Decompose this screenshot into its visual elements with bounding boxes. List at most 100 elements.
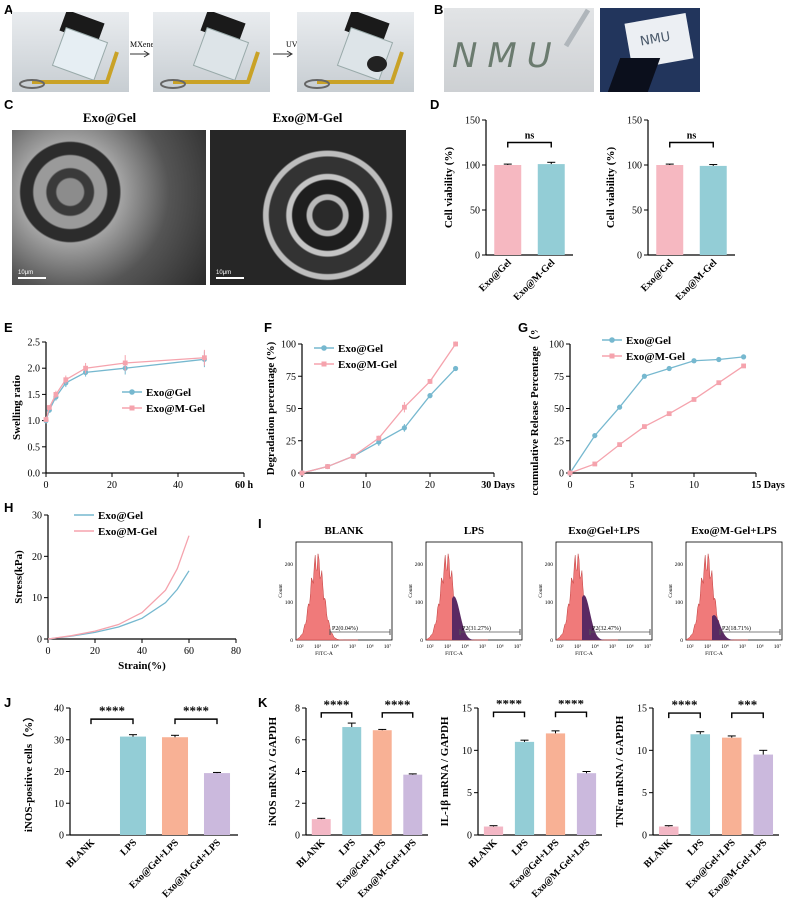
x-tick-label: 0 bbox=[46, 646, 51, 657]
bar-3 bbox=[576, 773, 597, 835]
y-tick-label: 0.0 bbox=[28, 469, 41, 480]
x-tick-label: 0 bbox=[568, 480, 573, 491]
x-tick-label: 20 bbox=[425, 480, 435, 490]
panel-label-j: J bbox=[4, 695, 12, 710]
vial-illustration bbox=[19, 12, 119, 89]
x-tick-label: 10⁶ bbox=[626, 644, 634, 650]
data-point bbox=[325, 464, 330, 469]
vial-photo-initial bbox=[12, 12, 129, 92]
sig-label: ns bbox=[525, 131, 535, 142]
y-tick-label: 0 bbox=[59, 831, 64, 842]
panel-label-k: K bbox=[258, 695, 268, 710]
y-tick-label: 0 bbox=[467, 831, 472, 842]
x-tick-label: LPS bbox=[510, 837, 531, 858]
x-tick-label: 10³ bbox=[444, 644, 452, 650]
chart-stress-strain: 0 10 20 30 0 20 40 60 80 Strain(%) Stress(kPa) Exo@… bbox=[13, 510, 241, 672]
y-tick-label: 15 bbox=[462, 704, 472, 715]
x-axis-label: 60 h bbox=[235, 480, 254, 490]
bar-2 bbox=[545, 733, 566, 835]
bar-0 bbox=[311, 819, 331, 835]
histogram-title: BLANK bbox=[324, 525, 364, 537]
y-tick-label: 30 bbox=[54, 735, 64, 746]
sig-bracket bbox=[669, 141, 714, 148]
data-point bbox=[641, 373, 647, 379]
x-tick-label: 10⁶ bbox=[496, 644, 504, 650]
sig-label: **** bbox=[496, 700, 522, 711]
bar-1 bbox=[119, 736, 147, 835]
histogram-title: LPS bbox=[464, 525, 484, 537]
y-tick-label: 6 bbox=[295, 735, 300, 746]
data-point bbox=[401, 425, 407, 431]
y-tick-label: 100 bbox=[415, 600, 424, 606]
y-tick-label: 50 bbox=[632, 206, 642, 217]
legend-label: Exo@Gel bbox=[98, 510, 143, 522]
sig-label: **** bbox=[558, 700, 584, 711]
series-line-1 bbox=[569, 365, 744, 474]
bar-0 bbox=[483, 826, 504, 835]
arrow-icon bbox=[273, 50, 293, 58]
bar-1 bbox=[690, 734, 711, 835]
x-tick-label: 10² bbox=[556, 644, 564, 650]
legend-marker bbox=[321, 361, 327, 367]
y-axis-label: IL-1β mRNA / GAPDH bbox=[439, 716, 451, 826]
data-point bbox=[299, 470, 305, 476]
y-axis-label: Cell viability (%) bbox=[605, 147, 617, 229]
series-line-0 bbox=[301, 368, 457, 474]
data-point bbox=[642, 424, 647, 429]
x-tick-label: 40 bbox=[173, 480, 183, 490]
x-tick-label: Exo@Gel bbox=[477, 257, 514, 294]
data-point bbox=[453, 365, 459, 372]
panel-label-f: F bbox=[264, 320, 272, 335]
x-tick-label: LPS bbox=[337, 837, 358, 858]
x-tick-label: Exo@M-Gel bbox=[512, 257, 558, 300]
bar-1 bbox=[514, 741, 535, 835]
x-axis-label: FITC-A bbox=[575, 651, 593, 657]
y-tick-label: 50 bbox=[286, 404, 296, 415]
data-point bbox=[427, 379, 433, 384]
y-tick-label: 30 bbox=[32, 511, 42, 522]
x-tick-label: 10³ bbox=[314, 644, 322, 650]
data-point bbox=[666, 365, 672, 372]
y-tick-label: 15 bbox=[637, 704, 647, 715]
y-tick-label: 8 bbox=[295, 704, 300, 715]
y-tick-label: 50 bbox=[470, 206, 480, 217]
histogram-peak bbox=[295, 553, 358, 641]
gate-label: P2(31.27%) bbox=[462, 625, 491, 632]
y-tick-label: 10 bbox=[637, 746, 647, 757]
data-point bbox=[716, 356, 722, 363]
x-tick-label: 10⁴ bbox=[461, 644, 469, 650]
data-point bbox=[53, 392, 59, 397]
x-tick-label: 10⁴ bbox=[591, 644, 599, 650]
y-tick-label: 75 bbox=[286, 372, 296, 383]
x-tick-label: 5 bbox=[630, 480, 635, 491]
histogram-gated-area bbox=[712, 615, 734, 640]
legend-label: Exo@M-Gel bbox=[98, 526, 157, 538]
x-tick-label: 0 bbox=[300, 480, 305, 490]
legend-marker bbox=[129, 389, 135, 395]
y-tick-label: 25 bbox=[286, 436, 296, 447]
data-point bbox=[716, 380, 722, 386]
data-point bbox=[617, 442, 622, 448]
x-tick-label: BLANK bbox=[294, 837, 327, 870]
y-axis-label: Count bbox=[408, 584, 414, 598]
histogram-title: Exo@Gel+LPS bbox=[568, 525, 640, 537]
y-tick-label: 25 bbox=[554, 436, 564, 447]
vial-illustration bbox=[304, 12, 404, 89]
vial-photo-uv bbox=[297, 12, 414, 92]
x-tick-label: 10⁴ bbox=[331, 644, 339, 650]
y-tick-label: 5 bbox=[642, 788, 647, 799]
x-tick-label: Exo@Gel bbox=[639, 257, 676, 294]
chart-release: 0 25 50 75 100 0 5 10 15 Days Accumulative Releas… bbox=[528, 330, 785, 495]
scale-label: 10μm bbox=[216, 270, 232, 276]
legend-label: Exo@Gel bbox=[626, 335, 671, 347]
x-tick-label: 10 bbox=[689, 480, 699, 491]
y-tick-label: 20 bbox=[54, 767, 64, 778]
y-tick-label: 0 bbox=[295, 831, 300, 842]
y-tick-label: 100 bbox=[549, 340, 564, 351]
y-tick-label: 0 bbox=[420, 638, 423, 644]
y-tick-label: 40 bbox=[54, 704, 64, 715]
bar-0 bbox=[658, 826, 679, 835]
